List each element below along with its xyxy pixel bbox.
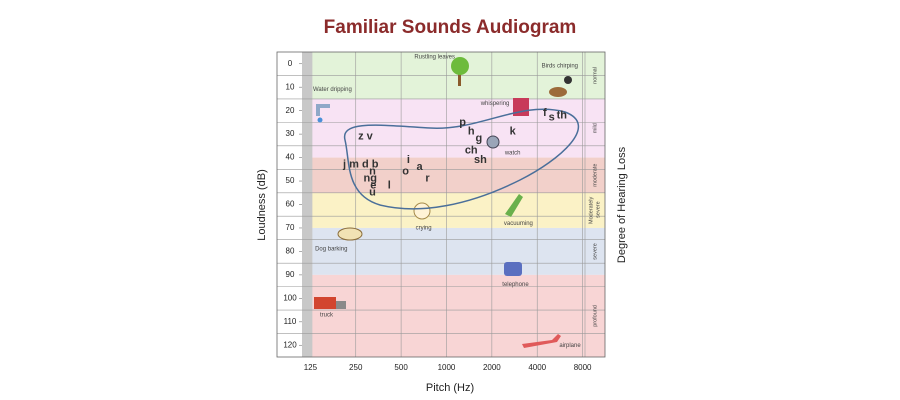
- sound-label: Water dripping: [313, 87, 352, 93]
- sound-label: Dog barking: [315, 247, 347, 253]
- band: [302, 192, 605, 228]
- chart-title: Familiar Sounds Audiogram: [324, 17, 577, 38]
- sound-label: Rustling leaves: [414, 54, 455, 60]
- speech-sound: z v: [358, 130, 374, 142]
- speech-banana: [343, 108, 580, 210]
- speech-sound: p: [459, 116, 466, 128]
- sound-label: airplane: [559, 343, 581, 349]
- y-tick-label: 70: [286, 223, 295, 232]
- y-tick-label: 120: [283, 340, 297, 349]
- band-label: severe: [592, 243, 598, 260]
- icons: [314, 57, 572, 348]
- tree-icon: [458, 72, 461, 86]
- y-tick-label: 40: [286, 153, 295, 162]
- band-label: normal: [592, 67, 598, 84]
- y-tick-label: 60: [286, 200, 295, 209]
- sound-label: telephone: [502, 282, 529, 288]
- speech-sound: s: [549, 112, 555, 124]
- speech-sound: e: [370, 180, 376, 192]
- speech-sound: g: [475, 133, 482, 145]
- speech-sound: k: [510, 126, 517, 138]
- plot-foreground: normal mild moderate Moderately severe sever…: [276, 51, 606, 372]
- speech-sound: r: [425, 173, 430, 185]
- dog-icon: [337, 227, 363, 241]
- low-column: [302, 52, 313, 357]
- x-tick-label: 500: [394, 363, 408, 372]
- nest-icon: [549, 87, 567, 97]
- speech-sound: n: [369, 166, 376, 178]
- y-tick-label: 20: [286, 106, 295, 115]
- baby-icon: [413, 202, 431, 220]
- x-tick-label: 1000: [438, 363, 456, 372]
- speech-sound: f: [543, 107, 547, 119]
- speech-sound: h: [468, 126, 475, 138]
- band-label: moderate: [592, 164, 598, 187]
- y-tick-label: 50: [286, 176, 295, 185]
- y-tick-label: 10: [286, 82, 295, 91]
- x-tick-label: 250: [349, 363, 363, 372]
- y-tick-label: 30: [286, 129, 295, 138]
- speech-sound: ng: [364, 173, 377, 185]
- x-tick-label: 2000: [483, 363, 501, 372]
- band-label: mild: [592, 123, 598, 133]
- speech-sound: sh: [474, 154, 487, 166]
- speech-sound: o: [402, 166, 409, 178]
- x-tick-label: 8000: [574, 363, 592, 372]
- y-tick-label: 100: [283, 293, 297, 302]
- x-tick-label: 4000: [528, 363, 546, 372]
- tree-icon: [451, 57, 469, 75]
- truck-icon: [336, 301, 346, 309]
- plot-background: [277, 52, 605, 357]
- sound-label: watch: [504, 150, 521, 156]
- sound-label: Birds chirping: [542, 64, 578, 70]
- y-axis-label: Loudness (dB): [256, 169, 268, 241]
- drop-icon: [317, 117, 323, 123]
- tick-column: [277, 52, 302, 357]
- x-tick-label: 125: [304, 363, 318, 372]
- y-tick-label: 90: [286, 270, 295, 279]
- band: [302, 274, 605, 357]
- vacuum-icon: [505, 194, 523, 217]
- speech-sound: l: [388, 180, 391, 192]
- sound-label: whispering: [480, 101, 510, 107]
- x-axis-label: Pitch (Hz): [426, 382, 474, 394]
- y2-axis-label: Degree of Hearing Loss: [616, 146, 628, 263]
- faucet-icon: [316, 104, 330, 116]
- sound-label: vacuuming: [504, 221, 533, 227]
- speech-sound: j m d b: [342, 159, 379, 171]
- sound-label: truck: [320, 312, 334, 318]
- bird-icon: [564, 76, 572, 84]
- speech-sound: u: [369, 187, 376, 199]
- band-label: Moderately severe: [589, 197, 602, 224]
- truck-icon: [314, 297, 336, 309]
- plot-border: [276, 51, 606, 358]
- phone-icon: [504, 262, 522, 276]
- sound-label: crying: [416, 226, 432, 232]
- speech-sound: ch: [465, 144, 478, 156]
- speech-sound: a: [417, 161, 424, 173]
- band: [302, 157, 605, 193]
- y-tick-label: 0: [288, 59, 293, 68]
- y-tick-label: 110: [284, 317, 297, 326]
- y-tick-label: 80: [286, 247, 295, 256]
- band: [302, 98, 605, 158]
- band-label: profound: [592, 305, 598, 327]
- speech-sound: th: [557, 109, 568, 121]
- speech-sound: i: [407, 154, 410, 166]
- watch-icon: [486, 135, 500, 149]
- airplane-icon: [522, 334, 561, 348]
